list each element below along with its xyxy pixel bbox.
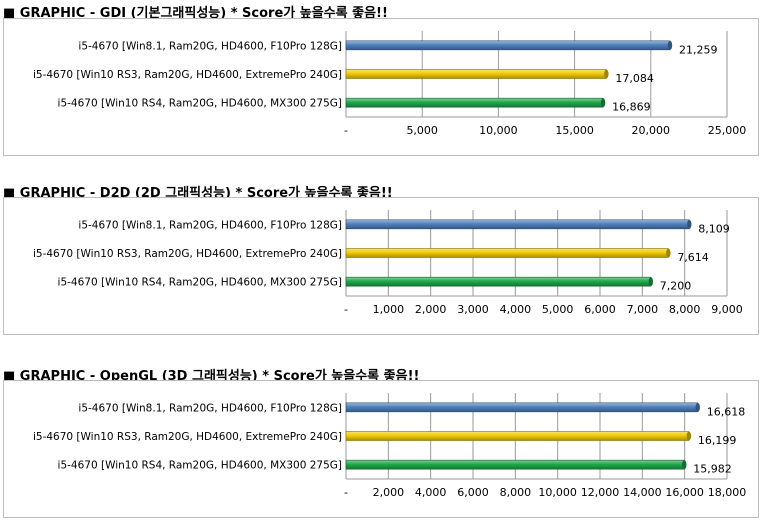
chart-panel-gdi: - 5,000 10,000 15,000 20,000 25,000 i5-4670 [W… [3,18,759,156]
x-tick-label: 2,000 [415,303,447,316]
bar-end-cap [695,402,700,412]
bar [345,248,669,258]
category-label: i5-4670 [Win10 RS3, Ram20G, HD4600, Extr… [33,431,342,443]
x-tick-label: 25,000 [708,124,747,137]
data-label: 7,200 [660,280,692,293]
bar-end-cap [648,277,653,287]
x-tick-label: 4,000 [415,486,447,499]
category-label: i5-4670 [Win8.1, Ram20G, HD4600, F10Pro … [78,219,342,231]
bar [345,402,699,413]
bar-end-cap [686,431,692,441]
category-label: i5-4670 [Win10 RS4, Ram20G, HD4600, MX30… [58,277,342,289]
x-tick-label: 20,000 [632,124,671,137]
x-tick-label: 1,000 [373,303,405,316]
x-tick-label: 6,000 [457,486,489,499]
data-label: 17,084 [615,72,654,85]
x-tick-label: - [344,486,348,499]
data-label: 7,614 [677,251,709,264]
x-tick-label: 5,000 [542,303,574,316]
category-label: i5-4670 [Win10 RS4, Ram20G, HD4600, MX30… [58,98,342,110]
data-label: 16,869 [612,101,651,114]
x-tick-label: 3,000 [457,303,489,316]
bar-chart-d2d: - 1,000 2,000 3,000 4,000 5,000 6,000 7,000 8,00… [33,210,743,316]
bar [345,69,607,79]
category-label: i5-4670 [Win8.1, Ram20G, HD4600, F10Pro … [78,402,342,414]
data-label: 8,109 [698,222,730,235]
x-tick-label: 14,000 [623,486,662,499]
bar [345,276,652,287]
bar-end-cap [682,460,687,470]
category-label: i5-4670 [Win10 RS4, Ram20G, HD4600, MX30… [58,460,342,472]
bar-chart-gdi: - 5,000 10,000 15,000 20,000 25,000 i5-4670 [W… [33,31,747,137]
x-tick-label: 7,000 [627,303,659,316]
x-tick-label: 12,000 [581,486,620,499]
bar [345,40,671,51]
bar-end-cap [687,219,692,229]
x-tick-label: 4,000 [500,303,532,316]
bar-end-cap [666,248,671,258]
data-label: 16,618 [707,405,746,418]
x-tick-label: 10,000 [538,486,577,499]
x-tick-label: 15,000 [555,124,594,137]
x-tick-label: 9,000 [711,303,743,316]
data-label: 21,259 [679,43,718,56]
bar-end-cap [667,40,673,50]
x-tick-label: - [344,124,348,137]
bar [345,97,604,108]
x-tick-label: 8,000 [500,486,532,499]
x-tick-label: - [344,303,348,316]
data-label: 16,199 [698,434,737,447]
bar-end-cap [600,98,606,108]
bar [345,431,690,441]
bar [345,219,690,230]
bar [345,459,685,470]
x-tick-label: 8,000 [669,303,701,316]
x-tick-label: 2,000 [373,486,405,499]
x-tick-label: 5,000 [406,124,438,137]
x-tick-label: 6,000 [584,303,616,316]
data-label: 15,982 [693,463,732,476]
category-label: i5-4670 [Win10 RS3, Ram20G, HD4600, Extr… [33,248,342,260]
x-tick-label: 18,000 [708,486,747,499]
chart-title-gdi: ■ GRAPHIC - GDI (기본그래픽성능) * Score가 높을수록 … [3,6,388,21]
category-label: i5-4670 [Win8.1, Ram20G, HD4600, F10Pro … [78,40,342,52]
category-label: i5-4670 [Win10 RS3, Ram20G, HD4600, Extr… [33,69,342,81]
x-tick-label: 10,000 [479,124,518,137]
chart-panel-opengl: -2,000 4,000 6,000 8,000 10,000 12,000 14,000 1… [3,380,759,518]
bar-end-cap [604,69,609,79]
chart-panel-d2d: - 1,000 2,000 3,000 4,000 5,000 6,000 7,000 8,00… [3,197,759,335]
bar-chart-opengl: -2,000 4,000 6,000 8,000 10,000 12,000 14,000 1… [33,393,747,499]
x-tick-label: 16,000 [665,486,704,499]
